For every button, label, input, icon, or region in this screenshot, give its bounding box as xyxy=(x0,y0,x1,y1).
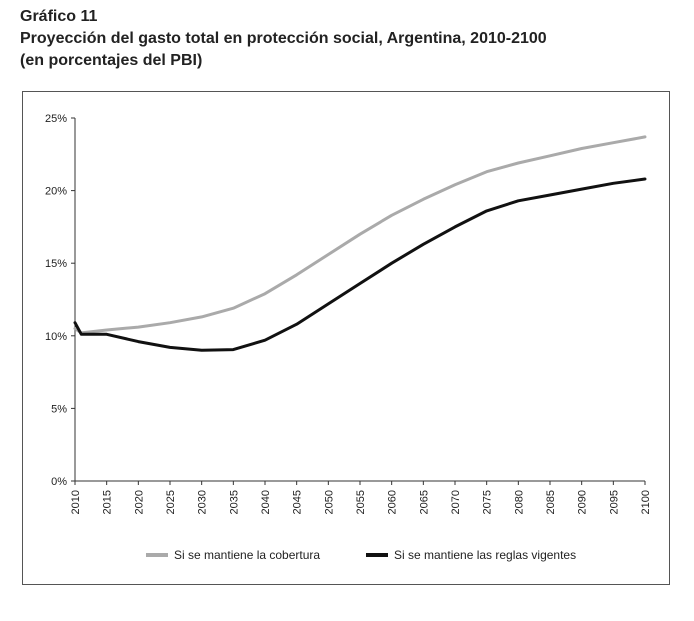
y-tick-label: 0% xyxy=(51,476,67,488)
chart-title: Proyección del gasto total en protección… xyxy=(20,30,547,47)
chart-subtitle: (en porcentajes del PBI) xyxy=(20,52,203,69)
chart-frame xyxy=(22,91,670,585)
legend-label-cobertura: Si se mantiene la cobertura xyxy=(174,548,321,562)
x-tick-label: 2095 xyxy=(608,490,620,514)
x-tick-label: 2065 xyxy=(418,490,430,514)
legend-swatch-reglas xyxy=(366,553,388,557)
x-tick-label: 2075 xyxy=(482,490,494,514)
y-tick-label: 5% xyxy=(51,403,67,415)
y-tick-label: 25% xyxy=(45,113,67,125)
legend-item-cobertura: Si se mantiene la cobertura xyxy=(146,548,320,562)
legend-swatch-cobertura xyxy=(146,553,168,557)
chart-header: Gráfico 11 Proyección del gasto total en… xyxy=(20,6,547,72)
y-tick-label: 20% xyxy=(45,186,67,198)
x-tick-label: 2025 xyxy=(165,490,177,514)
x-tick-label: 2045 xyxy=(292,490,304,514)
series-line-reglas xyxy=(73,177,647,352)
x-tick-label: 2050 xyxy=(323,490,335,514)
x-tick-label: 2030 xyxy=(197,490,209,514)
x-tick-label: 2080 xyxy=(513,490,525,514)
x-tick-label: 2085 xyxy=(545,490,557,514)
series-line-cobertura xyxy=(73,135,647,335)
x-tick-label: 2015 xyxy=(102,490,114,514)
legend-label-reglas: Si se mantiene las reglas vigentes xyxy=(394,548,577,562)
x-tick-label: 2090 xyxy=(577,490,589,514)
x-tick-label: 2100 xyxy=(640,490,652,514)
x-tick-label: 2070 xyxy=(450,490,462,514)
x-tick-label: 2060 xyxy=(387,490,399,514)
x-tick-label: 2055 xyxy=(355,490,367,514)
x-tick-label: 2040 xyxy=(260,490,272,514)
y-tick-label: 15% xyxy=(45,258,67,270)
legend-item-reglas: Si se mantiene las reglas vigentes xyxy=(366,548,576,562)
x-tick-label: 2035 xyxy=(228,490,240,514)
y-tick-label: 10% xyxy=(45,331,67,343)
x-tick-label: 2010 xyxy=(70,490,82,514)
chart-label: Gráfico 11 xyxy=(20,8,98,25)
x-tick-label: 2020 xyxy=(133,490,145,514)
